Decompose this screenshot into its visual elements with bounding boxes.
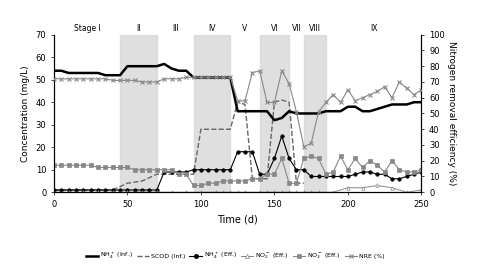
Text: III: III: [172, 24, 178, 33]
Y-axis label: Concentration (mg/L): Concentration (mg/L): [21, 65, 30, 162]
Text: II: II: [136, 24, 141, 33]
Text: VII: VII: [292, 24, 301, 33]
Text: VIII: VIII: [309, 24, 321, 33]
Bar: [260, 35, 289, 192]
Text: IV: IV: [208, 24, 216, 33]
Text: Stage I: Stage I: [74, 24, 100, 33]
Bar: [304, 35, 326, 192]
Text: VI: VI: [270, 24, 278, 33]
Text: V: V: [243, 24, 247, 33]
Bar: [194, 35, 230, 192]
Text: IX: IX: [370, 24, 377, 33]
X-axis label: Time (d): Time (d): [217, 214, 258, 225]
Bar: [120, 35, 157, 192]
Legend: NH$_4^+$ (Inf.), SCOD (Inf.), NH$_4^+$ (Eff.), NO$_2^-$ (Eff.), NO$_3^-$ (Eff.),: NH$_4^+$ (Inf.), SCOD (Inf.), NH$_4^+$ (…: [83, 249, 387, 264]
Y-axis label: Nitrogen removal efficiency (%): Nitrogen removal efficiency (%): [447, 41, 456, 186]
